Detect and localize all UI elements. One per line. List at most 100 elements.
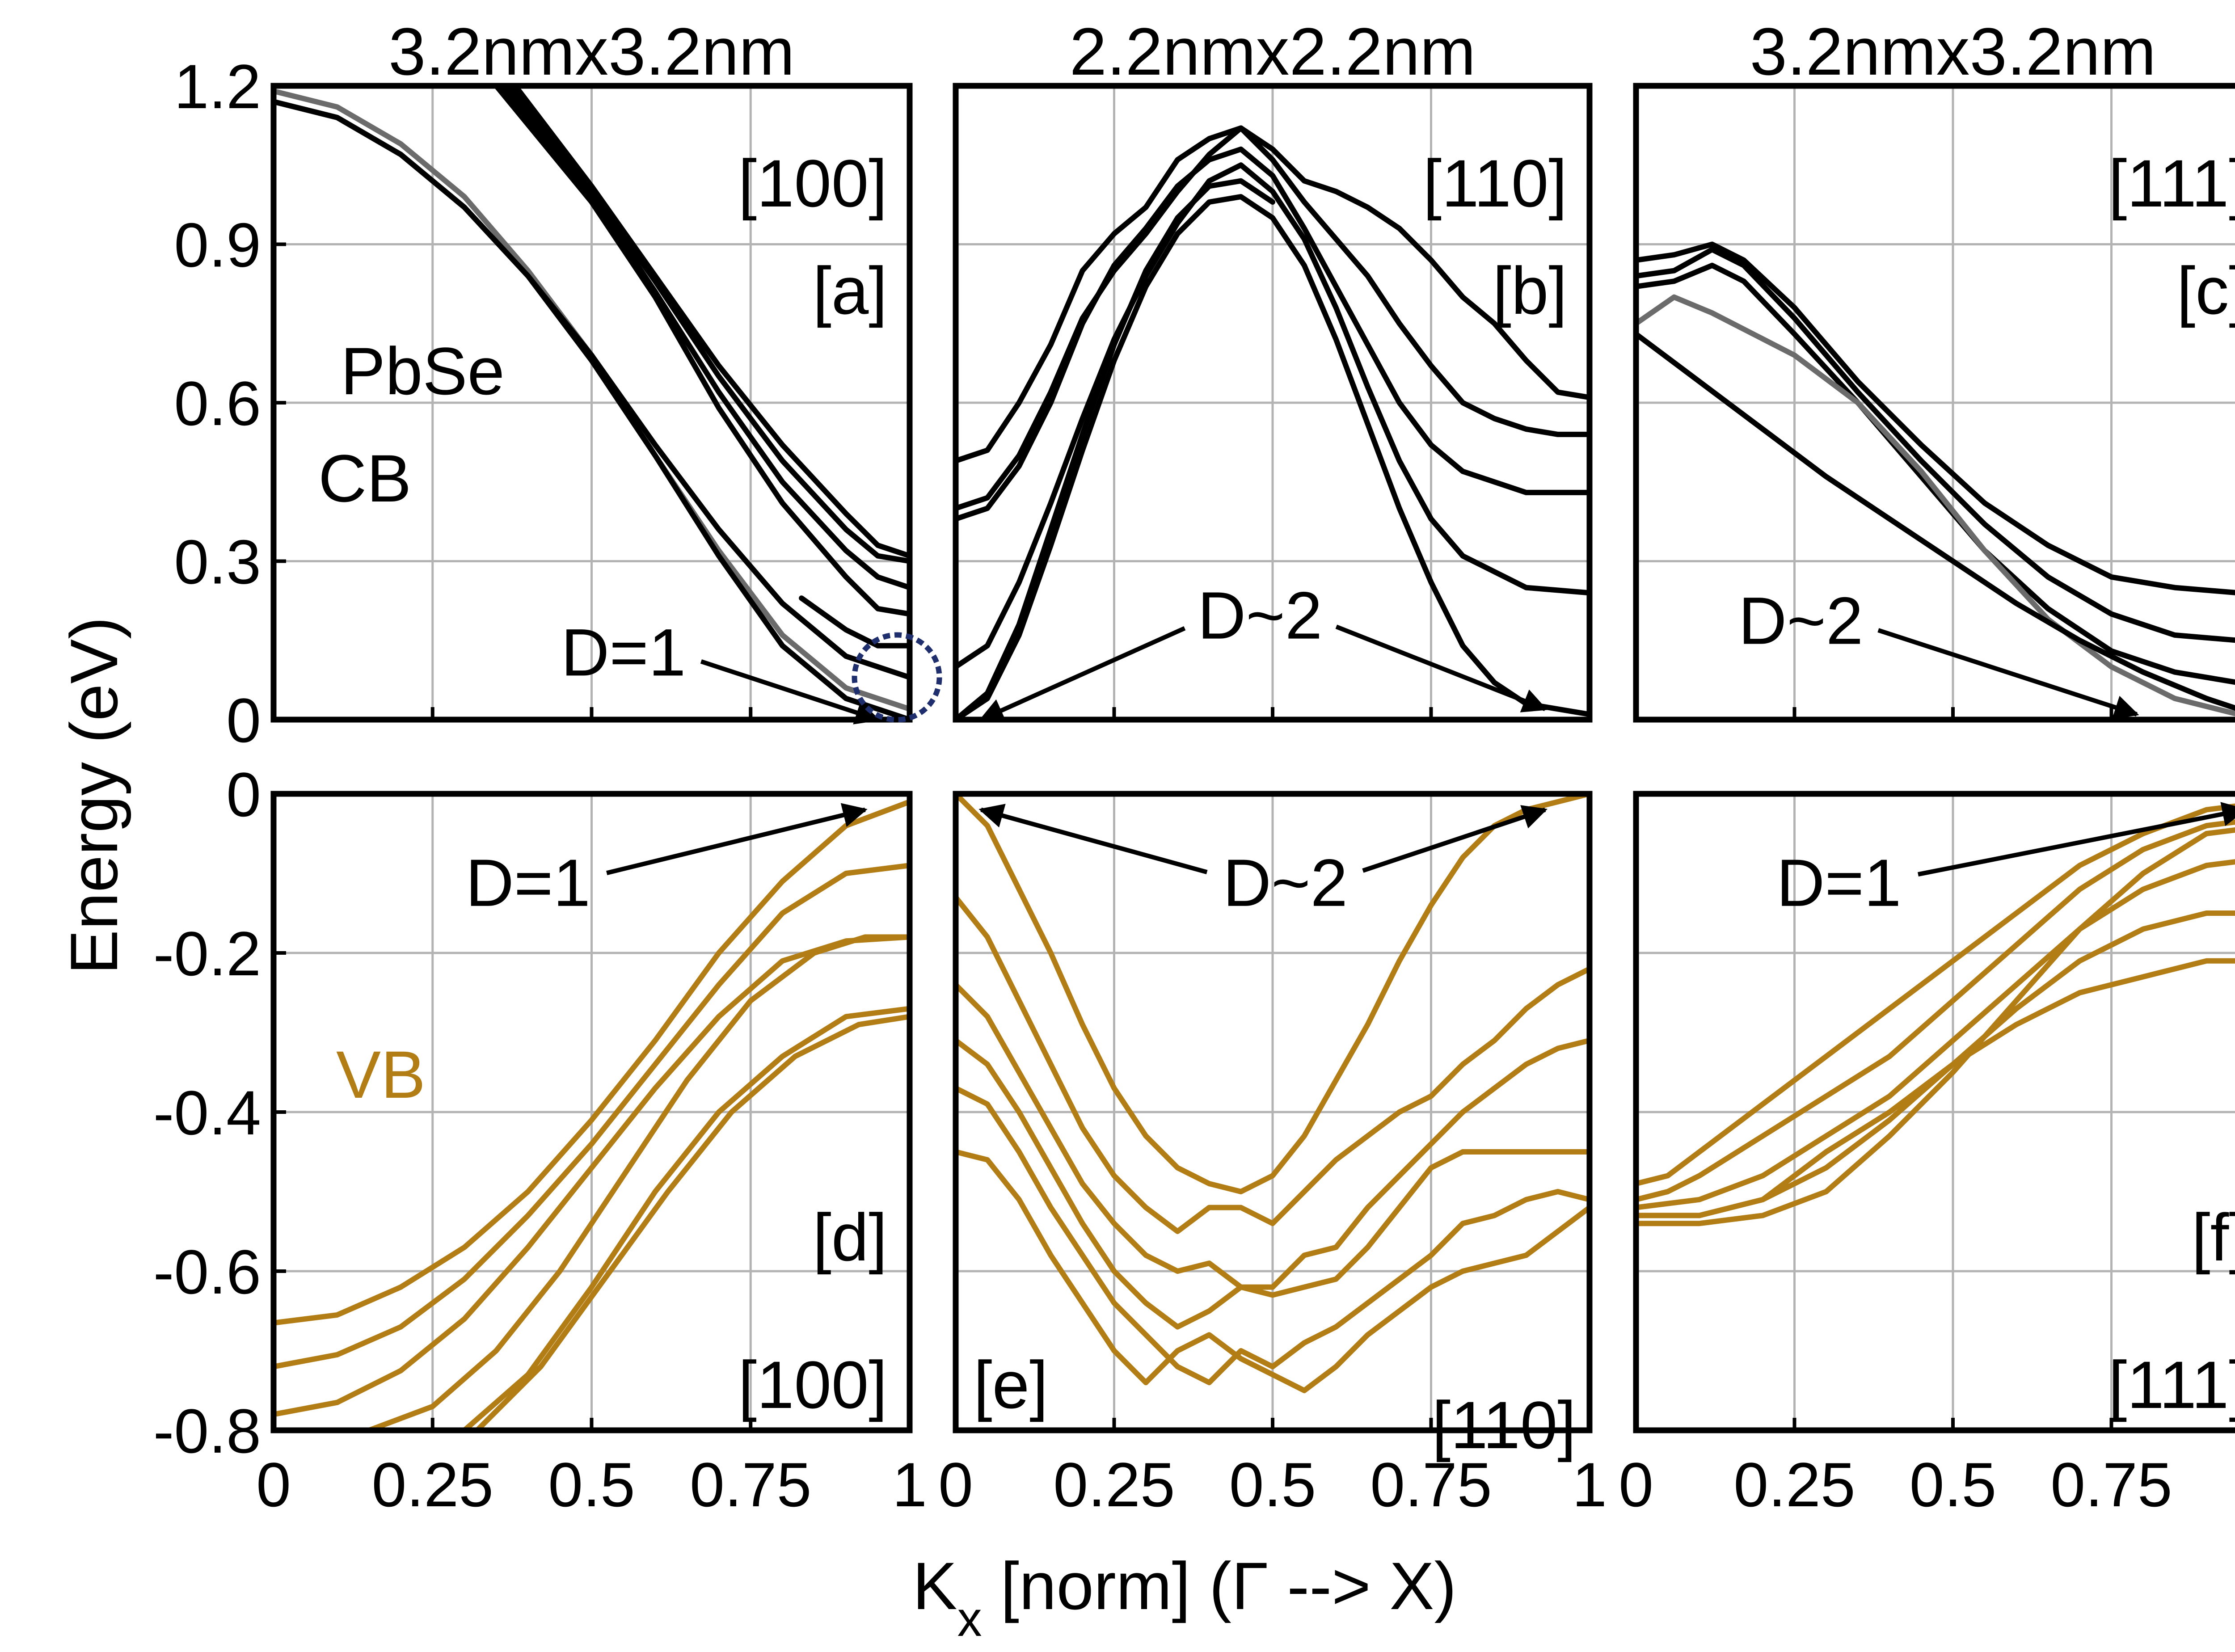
y-tick-label: -0.6 xyxy=(153,1237,261,1307)
x-tick-label: 0 xyxy=(938,1450,973,1520)
series-line-4 xyxy=(1636,910,2235,1218)
series-line-5 xyxy=(493,86,910,590)
x-tick-label: 0.75 xyxy=(690,1450,811,1520)
series-line-4 xyxy=(366,934,910,1430)
x-tick-label: 0.5 xyxy=(1229,1450,1316,1520)
y-tick-label: 0.6 xyxy=(174,368,261,438)
series-line-3 xyxy=(1636,262,2235,685)
orientation-label: [110] xyxy=(1432,1387,1577,1462)
annotation-arrow-1 xyxy=(700,659,881,725)
annotation-arrow-1 xyxy=(978,804,1208,875)
highlight-circle xyxy=(852,632,942,723)
x-tick-label: 0.75 xyxy=(1370,1450,1492,1520)
orientation-label: [100] xyxy=(738,1347,887,1422)
annotation-arrow-1 xyxy=(606,803,868,875)
degeneracy-annotation: D~2 xyxy=(1198,578,1322,653)
y-tick-label: -0.2 xyxy=(153,919,261,989)
x-axis-label: Kx [norm] (Γ --> X) xyxy=(913,1548,1457,1647)
column-title: 2.2nmx2.2nm xyxy=(1070,14,1476,89)
x-tick-label: 0.5 xyxy=(1910,1450,1997,1520)
x-tick-label: 0.25 xyxy=(372,1450,493,1520)
series-line-1 xyxy=(274,799,910,1326)
annotation-arrow-1 xyxy=(1918,802,2235,877)
series-line-6 xyxy=(956,178,1275,720)
series-group xyxy=(1636,803,2235,1226)
panel-c: 3.2nmx3.2nm [111] [c] D~2 xyxy=(1633,14,2235,723)
series-line-4 xyxy=(956,1037,1590,1330)
series-line-1 xyxy=(1636,803,2235,1187)
annotation-arrow-1 xyxy=(978,626,1186,722)
degeneracy-annotation: D=1 xyxy=(561,615,686,690)
degeneracy-annotation: D~2 xyxy=(1223,845,1348,920)
series-line-2 xyxy=(1636,247,2235,643)
y-tick-label: 1.2 xyxy=(174,51,261,122)
x-tick-label: 0.25 xyxy=(1733,1450,1855,1520)
material-label: PbSe xyxy=(341,333,505,409)
degeneracy-annotation: D~2 xyxy=(1738,583,1863,658)
series-line-3 xyxy=(956,982,1590,1290)
annotation-arrow-2 xyxy=(1335,624,1548,712)
series-line-2 xyxy=(274,863,910,1370)
series-line-5 xyxy=(956,1085,1590,1386)
series-line-6 xyxy=(499,86,910,564)
x-tick-label: 0 xyxy=(256,1450,291,1520)
series-line-4 xyxy=(956,162,1590,670)
y-tick-label: -0.4 xyxy=(153,1078,261,1148)
x-tick-label: 1 xyxy=(892,1450,927,1520)
x-tick-label: 0.25 xyxy=(1053,1450,1175,1520)
panel-label: [c] xyxy=(2177,253,2235,328)
series-line-2 xyxy=(956,125,1590,511)
series-line-5 xyxy=(1636,958,2235,1218)
y-tick-label: -0.8 xyxy=(153,1396,261,1466)
series-group xyxy=(1636,241,2235,716)
series-line-2 xyxy=(956,894,1590,1234)
series-line-6 xyxy=(956,1149,1590,1393)
series-line-5 xyxy=(461,1006,910,1430)
series-group xyxy=(274,799,910,1430)
x-tick-label: 1 xyxy=(1572,1450,1607,1520)
panel-label: [e] xyxy=(974,1347,1048,1422)
series-line-2 xyxy=(1636,819,2235,1202)
orientation-label: [110] xyxy=(1423,146,1568,221)
x-tick-label: 0.75 xyxy=(2050,1450,2172,1520)
x-axis-label-rest: [norm] (Γ --> X) xyxy=(982,1548,1457,1623)
y-tick-label: 0 xyxy=(226,685,261,755)
degeneracy-annotation: D=1 xyxy=(466,845,590,920)
series-line-5 xyxy=(956,194,1590,720)
orientation-label: [111] xyxy=(2108,1347,2235,1422)
x-tick-label: 0.5 xyxy=(548,1450,635,1520)
degeneracy-annotation: D=1 xyxy=(1776,845,1901,920)
panel-label: [d] xyxy=(813,1200,887,1275)
series-line-3 xyxy=(956,146,1590,522)
y-tick-label: 0.9 xyxy=(174,210,261,280)
series-line-4 xyxy=(487,86,910,617)
panel-f: 00.250.50.751[f][111]D=1 xyxy=(1619,791,2235,1520)
series-group xyxy=(956,794,1590,1393)
orientation-label: [100] xyxy=(738,146,887,221)
annotation-arrow-1 xyxy=(1877,628,2139,720)
cb-label: CB xyxy=(318,441,411,516)
x-axis-label-k: K xyxy=(913,1548,957,1623)
vb-label: VB xyxy=(336,1037,426,1112)
series-line-3 xyxy=(274,99,910,720)
orientation-label: [111] xyxy=(2108,146,2235,221)
series-line-1 xyxy=(956,794,1590,1194)
annotation-arrow-2 xyxy=(1362,805,1548,873)
panel-label: [a] xyxy=(813,253,887,328)
series-line-6 xyxy=(474,1014,910,1430)
x-tick-label: 0 xyxy=(1619,1450,1653,1520)
series-line-8 xyxy=(799,595,910,649)
y-tick-label: 0 xyxy=(226,759,261,830)
series-line-6 xyxy=(1636,827,2235,1226)
y-tick-label: 0.3 xyxy=(174,527,261,597)
series-line-7 xyxy=(505,86,910,559)
y-axis-label: Energy (eV) xyxy=(56,617,131,974)
series-line-3 xyxy=(1636,859,2235,1210)
panel-b: 2.2nmx2.2nm [110] [b] D~2 xyxy=(953,14,1593,723)
x-axis-label-subscript: x xyxy=(957,1592,982,1647)
column-title: 3.2nmx3.2nm xyxy=(1750,14,2156,89)
column-title: 3.2nmx3.2nm xyxy=(388,14,795,89)
panel-d: -0.8 -0.6 -0.4 -0.2 0 0 0.25 0.5 0.75 1 [d] [100] D=… xyxy=(153,759,927,1520)
series-line-4 xyxy=(1636,294,2235,716)
